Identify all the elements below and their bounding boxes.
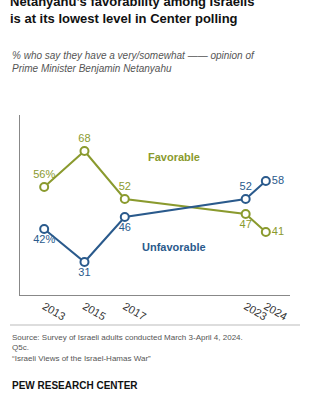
svg-text:41: 41 bbox=[272, 225, 284, 237]
svg-text:68: 68 bbox=[78, 132, 90, 144]
svg-text:Unfavorable: Unfavorable bbox=[142, 241, 206, 253]
svg-text:Netanyahu’s favorability among: Netanyahu’s favorability among Israelisi… bbox=[10, 0, 254, 26]
svg-text:31: 31 bbox=[78, 266, 90, 278]
svg-text:42%: 42% bbox=[33, 233, 55, 245]
svg-text:58: 58 bbox=[272, 174, 284, 186]
svg-text:2013: 2013 bbox=[40, 300, 67, 323]
svg-text:47: 47 bbox=[240, 218, 252, 230]
svg-text:2024: 2024 bbox=[262, 300, 289, 323]
svg-text:Favorable: Favorable bbox=[148, 151, 200, 163]
svg-text:52: 52 bbox=[240, 180, 252, 192]
svg-text:Source: Survey of Israeli adul: Source: Survey of Israeli adults conduct… bbox=[12, 333, 243, 363]
svg-text:52: 52 bbox=[119, 180, 131, 192]
svg-text:46: 46 bbox=[119, 221, 131, 233]
svg-text:PEW RESEARCH CENTER: PEW RESEARCH CENTER bbox=[12, 380, 138, 391]
svg-text:% who say they have a very/som: % who say they have a very/somewhat —— o… bbox=[12, 50, 255, 74]
svg-text:2015: 2015 bbox=[81, 300, 108, 323]
svg-text:2023: 2023 bbox=[242, 300, 269, 323]
svg-text:2017: 2017 bbox=[121, 300, 148, 323]
svg-text:56%: 56% bbox=[33, 168, 55, 180]
